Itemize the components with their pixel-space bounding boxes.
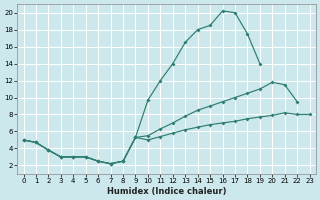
X-axis label: Humidex (Indice chaleur): Humidex (Indice chaleur) <box>107 187 226 196</box>
